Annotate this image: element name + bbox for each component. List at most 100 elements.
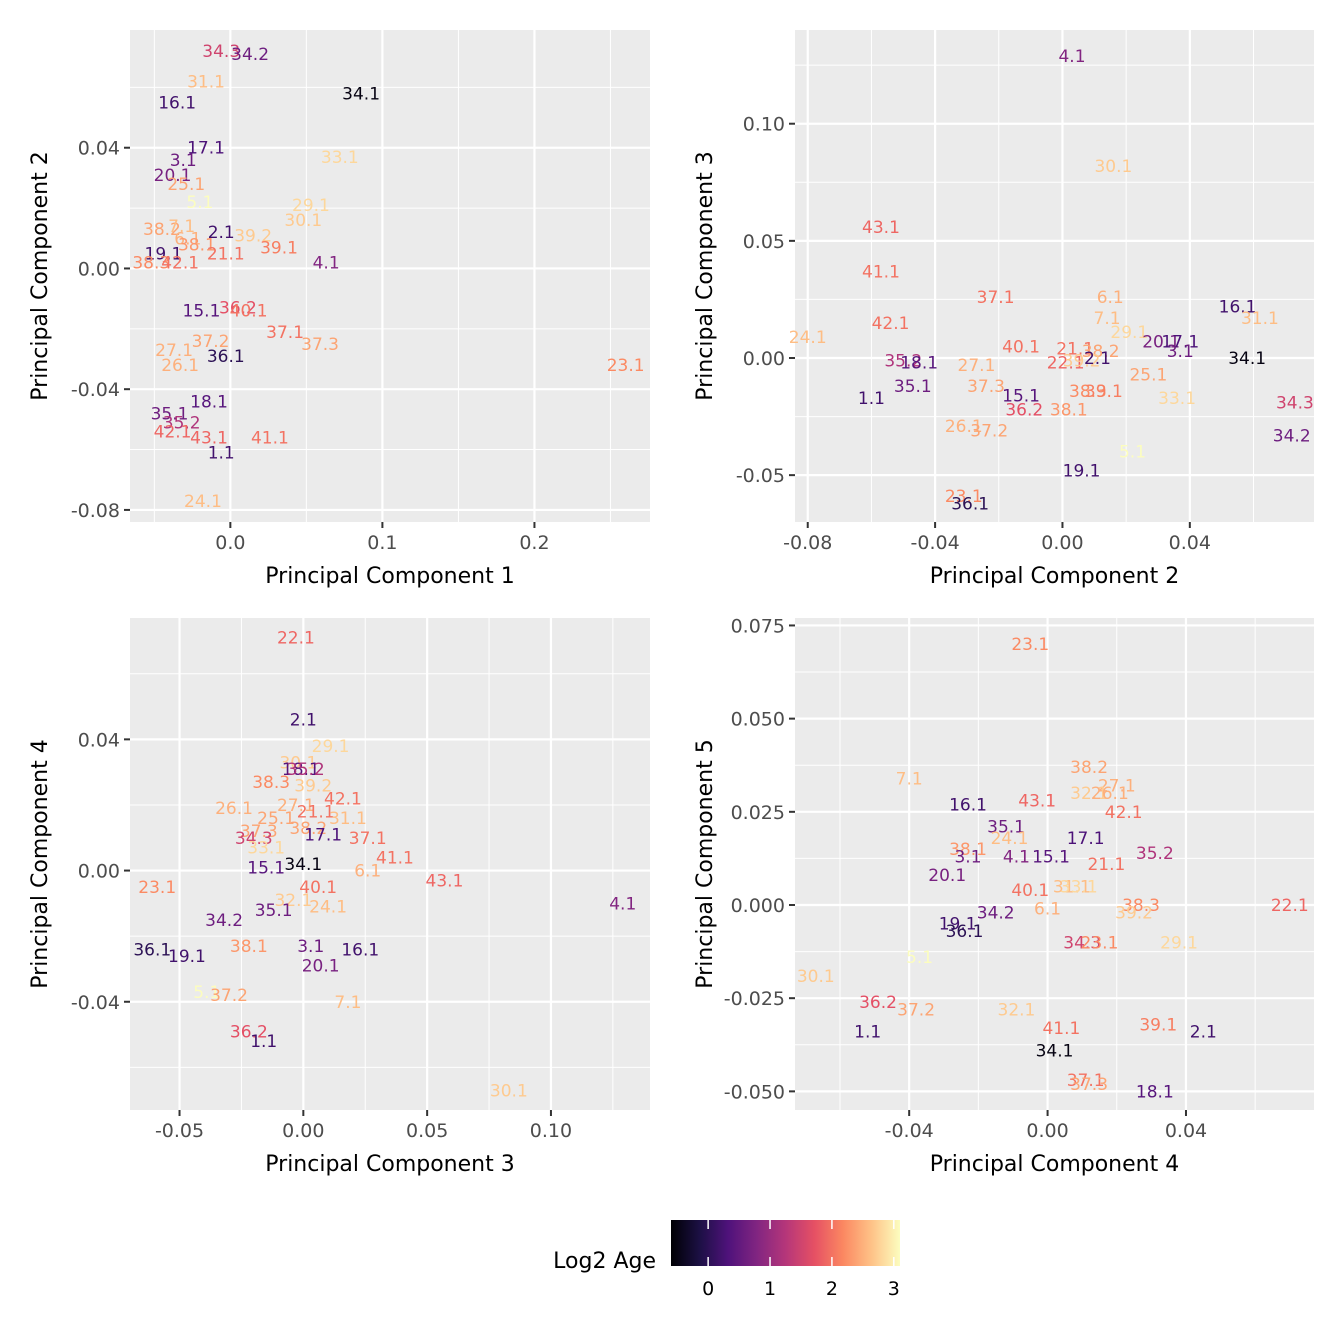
y-tick-label: -0.025	[724, 988, 785, 1010]
point-label: 38.1	[230, 937, 268, 957]
point-label: 6.1	[354, 862, 381, 882]
point-label: 2.1	[1084, 349, 1111, 369]
point-label: 34.3	[202, 42, 240, 62]
x-tick-label: 0.05	[406, 1120, 448, 1142]
point-label: 3.1	[170, 151, 197, 171]
point-label: 24.1	[309, 898, 347, 918]
point-label: 31.1	[187, 72, 225, 92]
y-tick-label: 0.050	[731, 709, 785, 731]
point-label: 26.1	[945, 417, 983, 437]
point-label: 38.2	[289, 819, 327, 839]
point-label: 43.1	[862, 218, 900, 238]
point-label: 16.1	[1219, 297, 1257, 317]
point-label: 7.1	[334, 993, 361, 1013]
point-label: 42.1	[324, 789, 362, 809]
point-label: 7.1	[1094, 309, 1121, 329]
point-label: 4.1	[1003, 848, 1030, 868]
point-label: 36.1	[207, 347, 245, 367]
y-tick-label: 0.00	[78, 861, 120, 883]
point-label: 20.1	[1142, 333, 1180, 353]
point-label: 39.2	[1063, 351, 1101, 371]
panel-bottom-left: -0.05 0.00 0.05 0.10 -0.04 0.00 0.04 Principal …	[28, 618, 650, 1177]
point-label: 4.1	[1058, 47, 1085, 67]
x-tick-label: 0.00	[1026, 1120, 1068, 1142]
y-axis-title: Principal Component 5	[693, 739, 718, 988]
point-label: 1.1	[858, 389, 885, 409]
point-label: 38.1	[1050, 401, 1088, 421]
point-label: 38.2	[1070, 758, 1108, 778]
point-label: 1.1	[854, 1023, 881, 1043]
x-tick-label: -0.08	[783, 532, 832, 554]
point-label: 22.1	[277, 629, 315, 649]
point-label: 17.1	[304, 825, 342, 845]
point-label: 27.1	[277, 796, 315, 816]
point-label: 38.1	[178, 235, 216, 255]
point-label: 36.2	[230, 1022, 268, 1042]
point-label: 32.1	[998, 1000, 1036, 1020]
point-label: 39.2	[234, 226, 272, 246]
point-label: 38.2	[143, 220, 181, 240]
legend-title: Log2 Age	[553, 1249, 656, 1274]
point-label: 18.1	[900, 354, 938, 374]
point-label: 41.1	[1042, 1019, 1080, 1039]
point-label: 24.1	[184, 492, 222, 512]
legend-tick-label: 3	[888, 1278, 900, 1300]
point-label: 38.3	[1122, 896, 1160, 916]
point-label: 41.1	[251, 428, 289, 448]
x-tick-label: 0.2	[519, 532, 549, 554]
point-label: 33.1	[1158, 389, 1196, 409]
point-label: 5.1	[1119, 443, 1146, 463]
panel-top-right: -0.08 -0.04 0.00 0.04 -0.05 0.00 0.05 0.10 Princ…	[693, 30, 1314, 589]
point-label: 15.1	[247, 858, 285, 878]
point-label: 24.1	[991, 829, 1029, 849]
y-tick-label: -0.04	[71, 379, 120, 401]
point-label: 38.3	[252, 773, 290, 793]
pca-scatter-grid: 0.0 0.1 0.2 -0.08 -0.04 0.00 0.04 Principal Com…	[28, 30, 1314, 1177]
point-label: 39.2	[294, 776, 332, 796]
y-tick-label: -0.04	[71, 992, 120, 1014]
point-label: 35.1	[255, 901, 293, 921]
point-label: 35.2	[287, 760, 325, 780]
y-tick-label: 0.00	[78, 258, 120, 280]
point-label: 34.1	[1036, 1041, 1074, 1061]
point-label: 2.1	[208, 223, 235, 243]
point-label: 35.2	[884, 351, 922, 371]
point-label: 37.1	[266, 323, 304, 343]
point-label: 40.1	[230, 302, 268, 322]
legend-tick-label: 1	[764, 1278, 776, 1300]
y-tick-label: 0.000	[731, 895, 785, 917]
point-label: 34.3	[235, 829, 273, 849]
panel-bottom-right: -0.04 0.00 0.04 -0.050 -0.025 0.000 0.025 0.050…	[693, 615, 1314, 1177]
point-label: 5.1	[906, 948, 933, 968]
point-label: 26.1	[161, 356, 199, 376]
point-label: 35.1	[151, 404, 189, 424]
point-label: 17.1	[1067, 829, 1105, 849]
point-label: 40.1	[1011, 881, 1049, 901]
point-label: 6.1	[1034, 900, 1061, 920]
point-label: 25.1	[257, 809, 295, 829]
y-tick-label: 0.075	[731, 615, 785, 637]
point-label: 25.1	[167, 175, 205, 195]
point-label: 15.1	[183, 302, 221, 322]
point-label: 1.1	[208, 444, 235, 464]
point-label: 5.1	[186, 193, 213, 213]
point-label: 30.1	[284, 211, 322, 231]
point-label: 15.1	[1032, 848, 1070, 868]
point-label: 2.1	[290, 711, 317, 731]
point-label: 36.1	[946, 922, 984, 942]
point-label: 23.1	[138, 878, 176, 898]
point-label: 20.1	[302, 957, 340, 977]
point-label: 29.1	[1160, 933, 1198, 953]
point-label: 19.1	[1063, 461, 1101, 481]
point-label: 7.1	[168, 217, 195, 237]
point-label: 31.1	[1053, 877, 1091, 897]
point-label: 37.3	[301, 335, 339, 355]
point-label: 5.1	[193, 983, 220, 1003]
point-label: 34.1	[342, 84, 380, 104]
point-label: 30.1	[490, 1081, 528, 1101]
point-label: 43.1	[426, 871, 464, 891]
x-axis-title: Principal Component 2	[930, 564, 1179, 589]
x-axis-title: Principal Component 4	[930, 1152, 1179, 1177]
point-label: 34.1	[284, 855, 322, 875]
point-label: 34.2	[1273, 426, 1311, 446]
